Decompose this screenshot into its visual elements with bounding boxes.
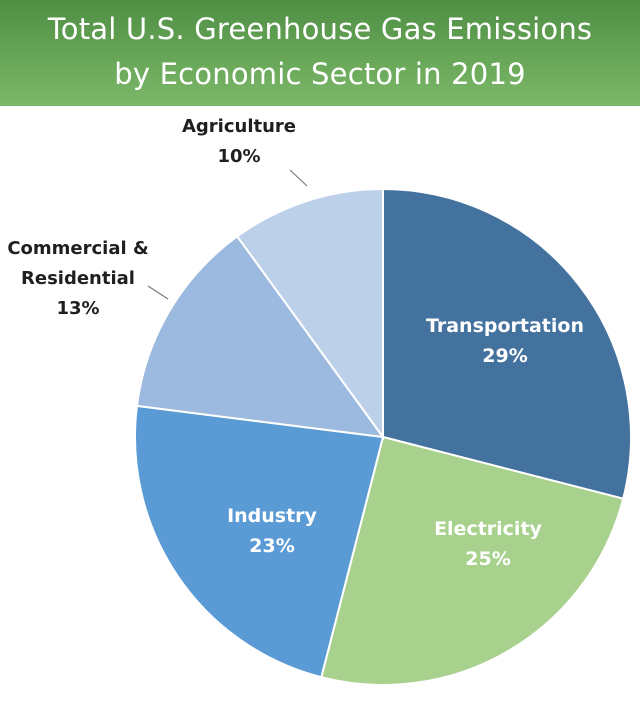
data-label-value-electricity: 25% (465, 548, 510, 570)
leader-line-agriculture (289, 169, 308, 187)
data-label-value-commercial-residential: 13% (56, 298, 99, 319)
leader-line-commercial-residential (147, 285, 169, 300)
pie-chart: Transportation 29% Electricity 25% Industry 2… (7, 116, 632, 686)
pie-slice-transportation (382, 187, 632, 500)
data-label-value-transportation: 29% (482, 345, 527, 367)
data-label-name-commercial-residential-0: Commercial & (7, 238, 148, 259)
chart-header: Total U.S. Greenhouse Gas Emissions by E… (0, 0, 640, 106)
pie-slice-electricity (320, 435, 625, 686)
data-label-name-electricity-0: Electricity (434, 518, 542, 540)
data-label-name-commercial-residential-1: Residential (21, 268, 135, 289)
chart-title-line-1: Total U.S. Greenhouse Gas Emissions (47, 12, 593, 46)
data-label-value-agriculture: 10% (217, 146, 260, 167)
data-label-name-transportation-0: Transportation (426, 315, 584, 337)
data-label-value-industry: 23% (249, 535, 294, 557)
pie-slice-commercial-residential (135, 234, 386, 439)
pie-slice-industry (134, 404, 385, 679)
data-label-name-industry-0: Industry (227, 505, 317, 527)
chart-title-line-2: by Economic Sector in 2019 (114, 57, 526, 91)
data-label-name-agriculture-0: Agriculture (182, 116, 296, 137)
chart-area: Transportation 29% Electricity 25% Industry 2… (0, 106, 640, 702)
pie-slice-agriculture (235, 187, 384, 441)
